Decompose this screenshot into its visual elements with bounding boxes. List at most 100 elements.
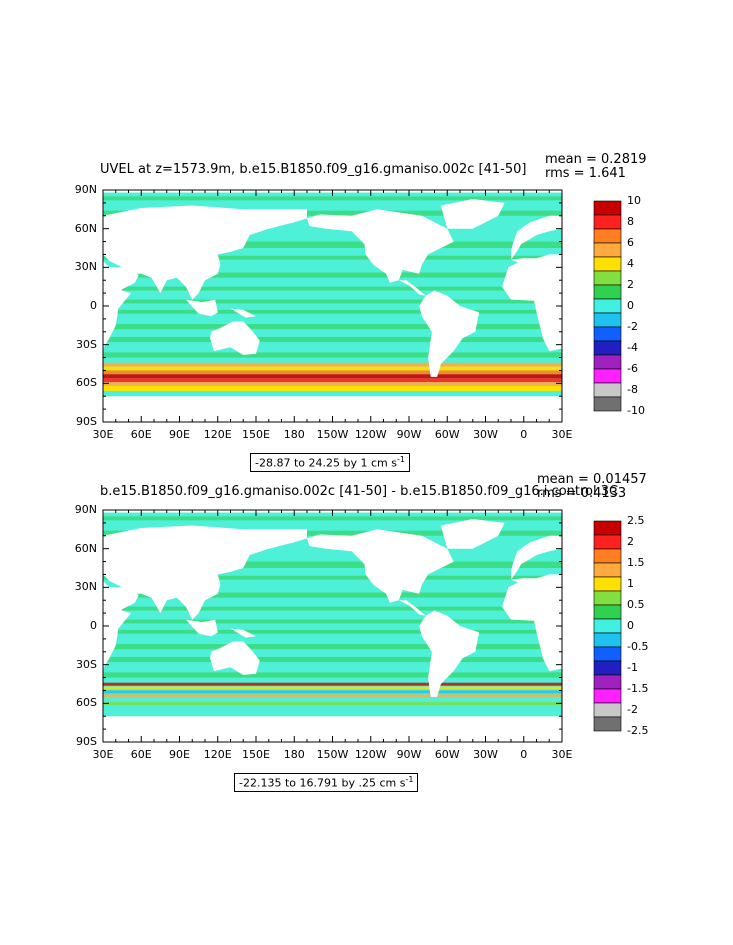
panel-bottom-range-box: -22.135 to 16.791 by .25 cm s-1 xyxy=(234,773,419,792)
lon-label: 150W xyxy=(316,748,349,761)
land-mass xyxy=(103,260,132,349)
lon-label: 60E xyxy=(130,428,152,441)
panel-top-range-sup: -1 xyxy=(396,455,405,464)
acc-streak xyxy=(103,362,562,367)
zonal-band xyxy=(103,561,562,568)
land-mass xyxy=(185,299,218,317)
acc-streak xyxy=(103,690,562,694)
lon-label: 60W xyxy=(434,428,460,441)
panel-bottom-mean: mean = 0.01457 xyxy=(537,472,647,487)
lat-label: 90S xyxy=(76,415,97,428)
colorbar-segment xyxy=(593,632,622,648)
lat-label: 60N xyxy=(74,221,97,235)
acc-streak xyxy=(103,382,562,387)
zonal-band xyxy=(103,255,562,260)
zonal-band xyxy=(103,272,562,278)
colorbar-segment xyxy=(593,604,622,620)
panel-bottom-range-sup: -1 xyxy=(405,775,414,784)
colorbar-segment xyxy=(593,382,622,398)
lon-label: 120E xyxy=(203,428,232,441)
panel-bottom-map xyxy=(102,509,622,743)
colorbar-label: 6 xyxy=(627,236,634,249)
land-mass xyxy=(440,519,505,549)
colorbar-label: 8 xyxy=(627,215,634,228)
lon-label: 150E xyxy=(242,748,270,761)
zonal-band xyxy=(103,575,562,580)
acc-streak xyxy=(103,686,562,690)
colorbar-label: -2 xyxy=(627,320,638,333)
lat-label: 30N xyxy=(74,580,97,594)
colorbar-label: -4 xyxy=(627,341,638,354)
colorbar-label: -0.5 xyxy=(627,640,649,653)
zonal-band xyxy=(103,299,562,304)
zonal-band xyxy=(103,516,562,521)
panel-top-map xyxy=(102,189,622,423)
lon-label: 90W xyxy=(396,428,422,441)
lon-label: 30W xyxy=(473,748,498,761)
colorbar-label: -2.5 xyxy=(627,724,649,737)
lat-label: 90N xyxy=(74,503,97,516)
panel-bottom-range-text: -22.135 to 16.791 by .25 cm s xyxy=(239,776,406,790)
zonal-band xyxy=(103,672,562,678)
panel-bottom-title: b.e15.B1850.f09_g16.gmaniso.002c [41-50]… xyxy=(100,484,619,499)
colorbar-segment xyxy=(593,562,622,578)
land-mass xyxy=(103,205,307,300)
colorbar-segment xyxy=(593,520,622,536)
lat-label: 60S xyxy=(76,696,97,710)
lat-label: 60N xyxy=(74,541,97,555)
zonal-band xyxy=(103,196,562,201)
colorbar-label: 0 xyxy=(627,619,634,632)
colorbar-label: -1 xyxy=(627,661,638,674)
acc-streak xyxy=(103,682,562,686)
colorbar-segment xyxy=(593,354,622,370)
panel-top-range-box: -28.87 to 24.25 by 1 cm s-1 xyxy=(250,453,410,472)
lon-label: 120W xyxy=(354,748,387,761)
map-field xyxy=(103,512,562,742)
colorbar-segment xyxy=(593,214,622,230)
lon-label: 150W xyxy=(316,428,349,441)
panel-bottom-rms: rms = 0.4133 xyxy=(537,486,627,501)
zonal-band xyxy=(103,592,562,598)
lon-label: 60E xyxy=(130,748,152,761)
lat-label: 90N xyxy=(74,183,97,196)
zonal-band xyxy=(103,324,562,330)
land-mass xyxy=(103,396,562,422)
land-mass xyxy=(109,267,139,291)
land-mass xyxy=(419,290,480,377)
colorbar-label: 0.5 xyxy=(627,598,645,611)
colorbar-label: 10 xyxy=(627,194,641,207)
colorbar-label: 1 xyxy=(627,577,634,590)
land-mass xyxy=(210,641,260,675)
zonal-band xyxy=(103,619,562,624)
colorbar-label: 2 xyxy=(627,535,634,548)
lat-label: 90S xyxy=(76,735,97,748)
land-mass xyxy=(230,628,256,638)
colorbar-segment xyxy=(593,660,622,676)
lon-label: 0 xyxy=(520,748,528,761)
zonal-band xyxy=(103,241,562,248)
lat-label: 30N xyxy=(74,260,97,274)
colorbar-label: -2 xyxy=(627,703,638,716)
acc-streak xyxy=(103,694,562,698)
colorbar-segment xyxy=(593,368,622,384)
lon-label: 30E xyxy=(92,428,114,441)
colorbar-segment xyxy=(593,534,622,550)
lon-label: 180 xyxy=(283,748,305,761)
zonal-band xyxy=(103,629,562,634)
lat-label: 30S xyxy=(76,337,97,351)
colorbar-segment xyxy=(593,298,622,314)
colorbar-label: -10 xyxy=(627,404,645,417)
acc-streak xyxy=(103,378,562,383)
land-mass xyxy=(419,610,480,697)
land-mass xyxy=(398,600,426,616)
zonal-band xyxy=(103,309,562,314)
lon-label: 150E xyxy=(242,428,270,441)
land-mass xyxy=(103,525,307,620)
acc-streak xyxy=(103,698,562,702)
land-mass xyxy=(307,209,454,283)
colorbar-label: 2.5 xyxy=(627,514,645,527)
colorbar-segment xyxy=(593,396,622,412)
acc-streak xyxy=(103,370,562,375)
land-mass xyxy=(103,580,132,669)
colorbar-segment xyxy=(593,688,622,704)
